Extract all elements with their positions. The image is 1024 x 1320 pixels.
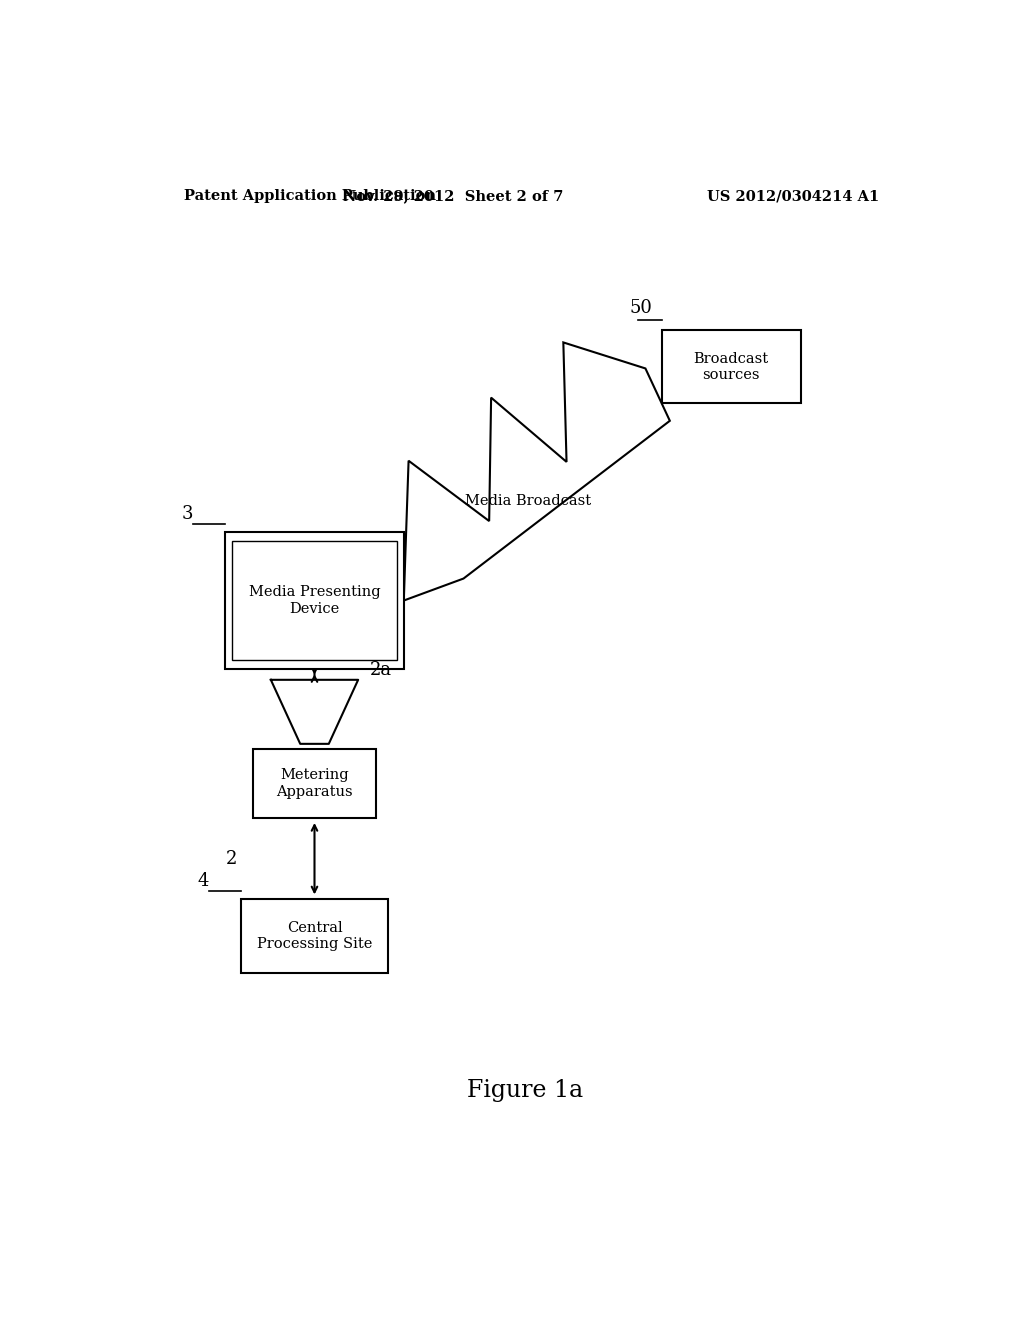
Text: Metering
Apparatus: Metering Apparatus	[276, 768, 353, 799]
Text: Patent Application Publication: Patent Application Publication	[183, 189, 435, 203]
Text: Central
Processing Site: Central Processing Site	[257, 921, 372, 950]
Text: US 2012/0304214 A1: US 2012/0304214 A1	[708, 189, 880, 203]
Polygon shape	[403, 342, 670, 601]
Text: 2: 2	[225, 850, 238, 867]
Text: 3: 3	[181, 504, 194, 523]
Bar	[253, 748, 376, 818]
Text: 2a: 2a	[370, 660, 392, 678]
Bar	[662, 330, 801, 404]
Bar	[225, 532, 403, 669]
Text: Media Presenting
Device: Media Presenting Device	[249, 586, 380, 615]
Bar	[241, 899, 388, 973]
Text: Media Broadcast: Media Broadcast	[465, 494, 591, 508]
Text: Broadcast
sources: Broadcast sources	[693, 351, 769, 381]
Bar	[232, 541, 396, 660]
Text: Figure 1a: Figure 1a	[467, 1078, 583, 1102]
Text: 4: 4	[198, 873, 209, 890]
Text: Nov. 29, 2012  Sheet 2 of 7: Nov. 29, 2012 Sheet 2 of 7	[343, 189, 563, 203]
Text: 50: 50	[630, 298, 653, 317]
